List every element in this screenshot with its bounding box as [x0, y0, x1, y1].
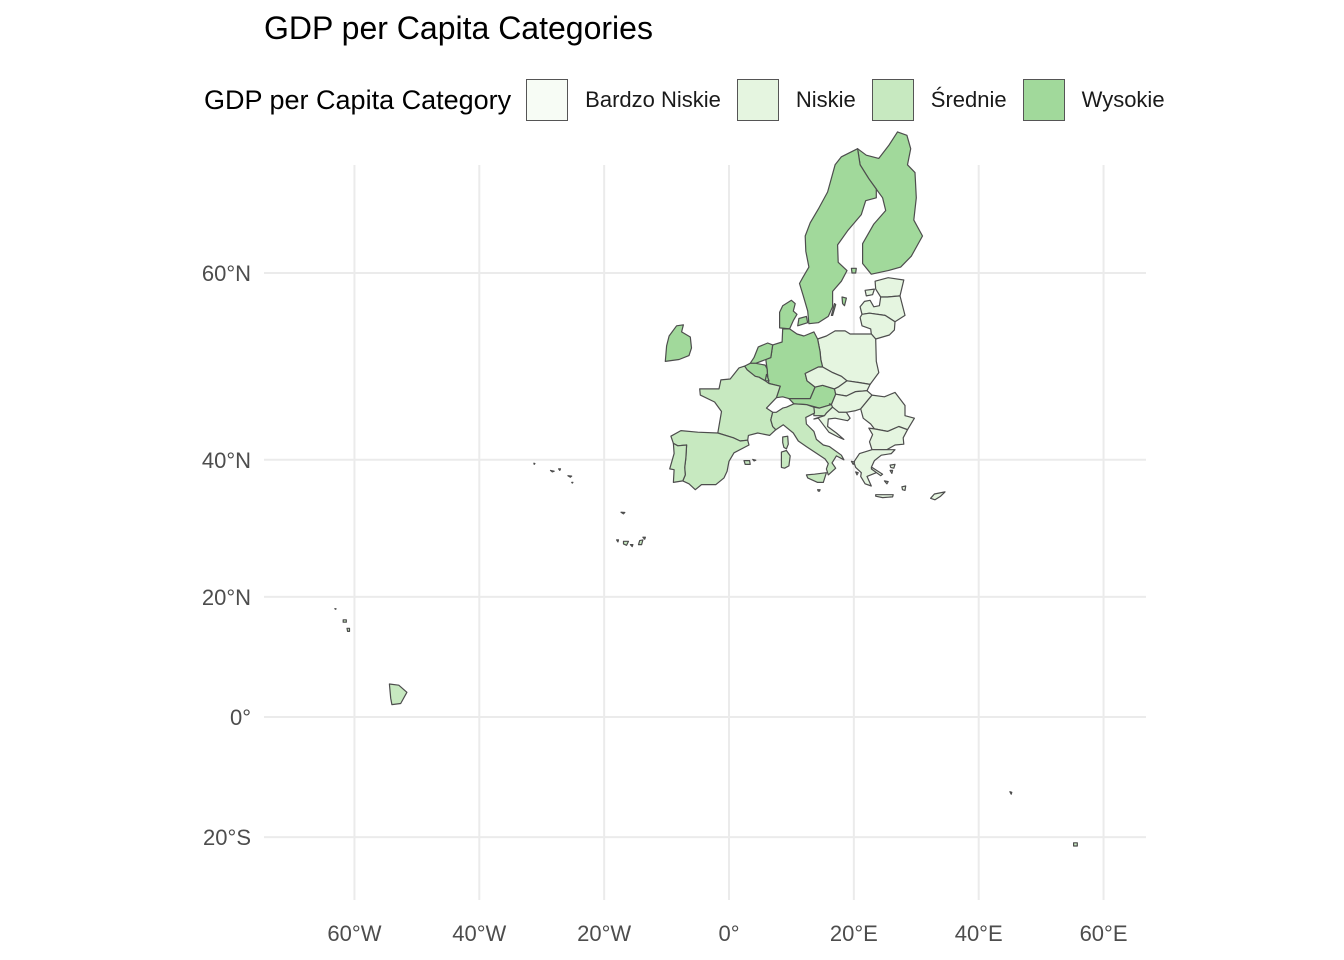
- region-mayotte: [1009, 791, 1013, 795]
- region-romania: [860, 391, 916, 432]
- region-corfu: [850, 460, 856, 465]
- region-sardinia: [780, 449, 791, 469]
- x-tick-label: 60°W: [327, 921, 381, 946]
- legend-label-srednie: Średnie: [930, 87, 1007, 112]
- region-guadeloupe: [342, 619, 347, 623]
- legend: GDP per Capita Category Bardzo Niskie Ni…: [204, 76, 1181, 124]
- region-menorca: [752, 458, 757, 462]
- region-crete: [875, 494, 894, 499]
- region-finland: [856, 131, 924, 275]
- region-french-guiana: [388, 683, 408, 706]
- region-cyprus: [929, 491, 946, 501]
- legend-swatch-srednie: [871, 79, 914, 121]
- region-luxembourg: [764, 373, 770, 382]
- region-canary-fuerte: [637, 539, 644, 546]
- region-lithuania: [859, 312, 896, 340]
- legend-item-wysokie: Wysokie: [1022, 79, 1181, 121]
- x-tick-label: 0°: [718, 921, 739, 946]
- region-portugal: [669, 442, 688, 483]
- region-euboea: [870, 466, 884, 477]
- legend-label-bardzo-niskie: Bardzo Niskie: [585, 87, 721, 112]
- region-ireland: [664, 324, 693, 362]
- region-netherlands: [749, 342, 774, 364]
- x-tick-label: 40°W: [452, 921, 506, 946]
- gridlines: [264, 165, 1146, 900]
- region-st-martin: [334, 608, 337, 610]
- x-tick-label: 20°E: [830, 921, 878, 946]
- legend-item-srednie: Średnie: [871, 79, 1023, 121]
- region-canary-palma: [615, 539, 620, 543]
- region-aland: [850, 267, 857, 274]
- region-azores-sm: [567, 475, 573, 478]
- region-sweden: [798, 148, 877, 325]
- region-rhodes: [901, 485, 907, 491]
- region-croatia: [813, 406, 851, 440]
- map-title: GDP per Capita Categories: [264, 10, 653, 46]
- region-lesbos: [889, 463, 896, 469]
- region-azores-sm2: [571, 481, 574, 484]
- legend-swatch-wysokie: [1022, 79, 1065, 121]
- y-tick-label: 40°N: [202, 448, 251, 473]
- y-tick-label: 20°N: [202, 585, 251, 610]
- x-tick-label: 60°E: [1080, 921, 1128, 946]
- region-gotland: [841, 296, 848, 307]
- region-italy: [770, 403, 845, 476]
- region-canary-tenerife: [622, 540, 630, 546]
- legend-label-wysokie: Wysokie: [1081, 87, 1165, 112]
- region-azores-pico: [549, 469, 555, 473]
- region-reunion: [1072, 842, 1078, 847]
- region-balearic: [743, 460, 751, 465]
- legend-title: GDP per Capita Category: [204, 84, 512, 115]
- legend-swatch-niskie: [736, 79, 779, 121]
- y-tick-label: 20°S: [203, 825, 251, 850]
- legend-item-bardzo-niskie: Bardzo Niskie: [526, 79, 737, 121]
- region-bulgaria: [868, 425, 909, 451]
- axis-tick-labels: 60°W 40°W 20°W 0° 20°E 40°E 60°E 60°N 40°N 20°N 0°…: [202, 261, 1128, 946]
- x-tick-label: 20°W: [577, 921, 631, 946]
- x-tick-label: 40°E: [955, 921, 1003, 946]
- region-corsica: [782, 435, 789, 450]
- region-denmark: [778, 299, 798, 330]
- region-canary-lanz: [642, 536, 647, 540]
- map-regions: [334, 131, 1078, 847]
- region-madeira: [620, 511, 626, 515]
- region-chios: [889, 469, 894, 474]
- y-tick-label: 0°: [230, 705, 251, 730]
- region-martinique: [346, 627, 351, 633]
- y-tick-label: 60°N: [202, 261, 251, 286]
- region-saaremaa: [864, 288, 876, 297]
- region-zealand: [797, 315, 809, 327]
- region-azores-ter: [557, 468, 562, 471]
- region-kefalonia: [855, 471, 859, 476]
- legend-swatch-bardzo-niskie: [526, 79, 569, 121]
- region-malta: [816, 489, 821, 492]
- region-canary-gran: [629, 543, 634, 548]
- region-cyclades: [883, 480, 889, 485]
- region-estonia: [874, 277, 905, 298]
- region-sicily: [805, 472, 828, 483]
- legend-item-niskie: Niskie: [736, 79, 872, 121]
- region-azores-flores: [533, 462, 536, 465]
- legend-label-niskie: Niskie: [795, 87, 856, 112]
- region-oland: [830, 303, 837, 316]
- region-greece: [853, 449, 896, 487]
